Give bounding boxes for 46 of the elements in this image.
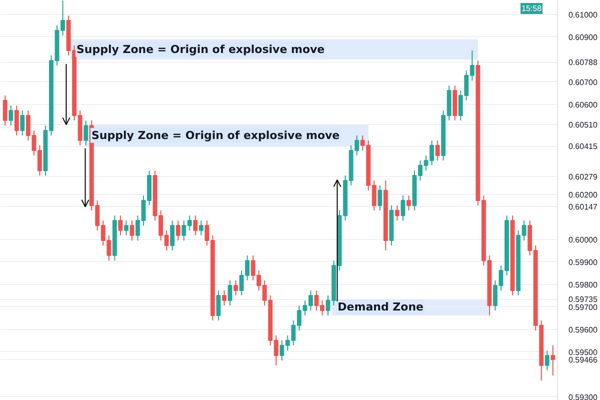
annotation: 15:58 [522, 4, 542, 13]
candlestick [193, 215, 198, 236]
candlestick [400, 195, 406, 222]
y-tick-label: 0.59800 [568, 280, 598, 290]
y-tick-label: 0.60279 [568, 172, 598, 182]
y-tick-label: 0.59500 [568, 348, 598, 357]
y-tick-label: 0.59600 [568, 325, 598, 334]
y-tick-label: 0.61000 [568, 10, 598, 20]
candlestick [20, 110, 25, 136]
band-label: Supply Zone = Origin of explosive move [76, 42, 325, 56]
candlestick [198, 220, 204, 236]
candlestick [216, 290, 221, 321]
candlestick [118, 215, 123, 236]
candlestick [222, 290, 226, 306]
y-tick-label: 0.59300 [568, 392, 598, 400]
candlestick [228, 280, 232, 306]
y-tick-label: 0.60415 [568, 142, 598, 152]
y-tick-label: 0.60200 [568, 190, 598, 200]
candlestick [550, 344, 556, 376]
y-tick-label: 0.59900 [568, 258, 598, 267]
candlestick [14, 105, 19, 136]
y-tick-label: 0.59466 [568, 356, 598, 365]
band-label: Supply Zone = Origin of explosive move [91, 128, 340, 142]
y-tick-label: 0.60510 [568, 120, 598, 130]
candlestick [435, 140, 440, 161]
y-tick-label: 0.60788 [568, 58, 598, 68]
candlestick [378, 184, 382, 211]
candlestick [544, 350, 550, 371]
candlestick [124, 220, 128, 236]
candlestick [84, 120, 88, 146]
candlestick [394, 204, 400, 222]
candlestick [234, 280, 238, 296]
y-tick-label: 0.60147 [568, 202, 598, 212]
y-tick-label: 0.60900 [568, 32, 598, 42]
candlestick [176, 220, 180, 242]
y-tick-label: 0.60000 [568, 235, 598, 244]
band-label: Demand Zone [338, 300, 424, 314]
candlestick [130, 220, 134, 242]
candlestick [8, 105, 14, 126]
candlestick [2, 94, 8, 126]
candlestick [170, 220, 175, 251]
candlestick [406, 195, 411, 211]
y-tick-label: 0.60600 [568, 100, 598, 110]
y-tick-label: 0.59700 [568, 302, 598, 312]
y-tick-label: 0.59735 [568, 295, 598, 304]
y-tick-label: 0.60700 [568, 78, 598, 87]
